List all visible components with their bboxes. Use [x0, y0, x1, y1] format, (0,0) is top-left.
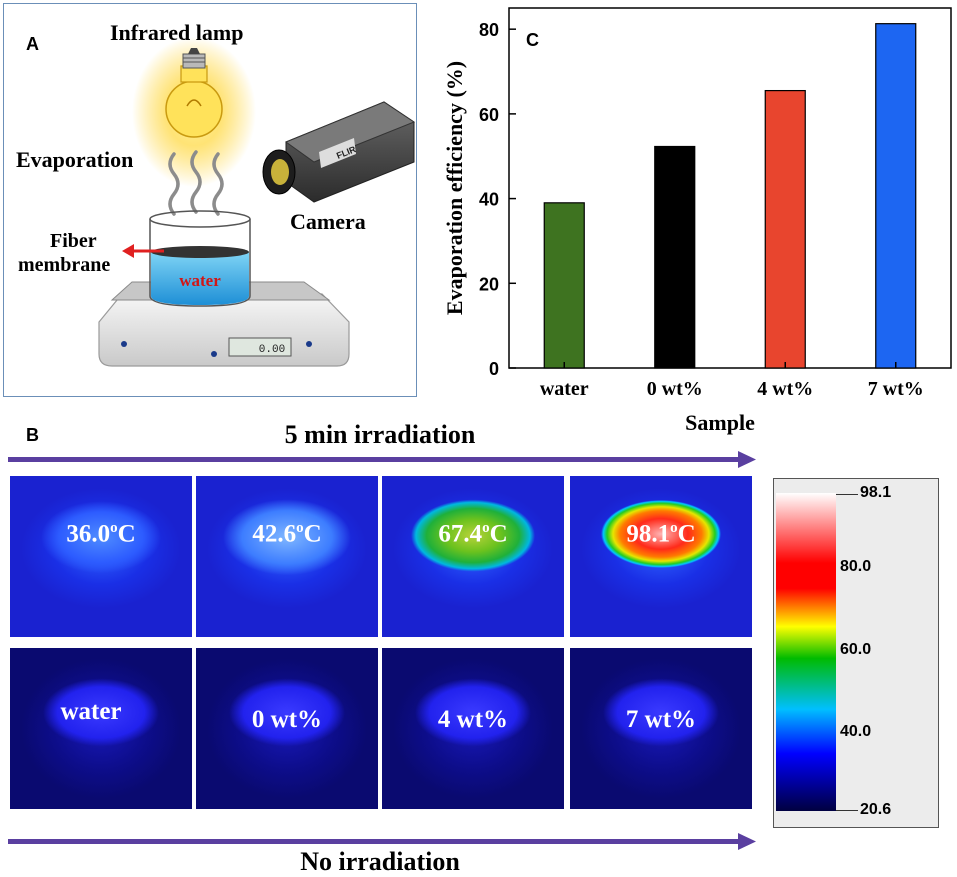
thermal-image-no-irradiation-1: water [10, 648, 192, 809]
bottom-arrow-label: No irradiation [0, 847, 760, 877]
colorbar-tick-80: 80.0 [840, 558, 871, 576]
top-irradiation-arrow [8, 450, 758, 468]
bar-3 [765, 91, 805, 368]
membrane-label: membrane [18, 254, 110, 277]
colorbar-max-line [836, 494, 858, 495]
colorbar-min-label: 20.6 [860, 801, 891, 819]
y-tick-label: 20 [479, 274, 499, 294]
fiber-label: Fiber [50, 230, 97, 253]
sample-label: 4 wt% [382, 706, 564, 734]
top-arrow-label: 5 min irradiation [0, 420, 760, 450]
thermal-image-no-irradiation-2: 0 wt% [196, 648, 378, 809]
evaporation-efficiency-chart: C Evaporation efficiency (%) Sample 0204… [420, 0, 957, 440]
colorbar-max-label: 98.1 [860, 484, 891, 502]
evaporation-label: Evaporation [16, 147, 133, 173]
degree-symbol: o [670, 520, 678, 536]
thermal-image-irradiated-1: 36.0oC [10, 476, 192, 637]
bar-1 [544, 203, 584, 368]
panel-a-setup-illustration: A [3, 3, 417, 397]
temperature-unit: C [118, 520, 136, 547]
y-tick-label: 40 [479, 190, 499, 210]
y-tick-label: 80 [479, 20, 499, 40]
thermal-image-irradiated-3: 67.4oC [382, 476, 564, 637]
y-tick-label: 0 [489, 359, 499, 379]
setup-drawing: 0.00 water FLIR [4, 4, 416, 396]
x-tick-label: 0 wt% [647, 378, 703, 400]
fiber-membrane-disc [151, 246, 249, 258]
colorbar-tick-40: 40.0 [840, 723, 871, 741]
peak-temperature-label: 67.4oC [382, 520, 564, 548]
balance-readout: 0.00 [259, 344, 285, 356]
temperature-unit: C [304, 520, 322, 547]
panel-c-label: C [526, 30, 539, 50]
peak-temperature-label: 36.0oC [10, 520, 192, 548]
peak-temperature-value: 36.0 [66, 520, 110, 547]
x-tick-label: 7 wt% [868, 378, 924, 400]
peak-temperature-value: 42.6 [252, 520, 296, 547]
bar-2 [655, 146, 695, 368]
temperature-unit: C [678, 520, 696, 547]
x-tick-label: water [540, 378, 589, 400]
peak-temperature-label: 42.6oC [196, 520, 378, 548]
degree-symbol: o [482, 520, 490, 536]
infrared-lamp-label: Infrared lamp [110, 20, 243, 46]
temperature-colorbar [776, 493, 836, 811]
thermal-image-irradiated-2: 42.6oC [196, 476, 378, 637]
y-tick-label: 60 [479, 105, 499, 125]
degree-symbol: o [110, 520, 118, 536]
colorbar-tick-60: 60.0 [840, 641, 871, 659]
peak-temperature-value: 98.1 [626, 520, 670, 547]
x-tick-label: 4 wt% [757, 378, 813, 400]
thermal-image-no-irradiation-4: 7 wt% [570, 648, 752, 809]
temperature-colorbar-panel: 98.1 80.0 60.0 40.0 20.6 [773, 478, 939, 828]
peak-temperature-label: 98.1oC [570, 520, 752, 548]
temperature-unit: C [490, 520, 508, 547]
colorbar-min-line [836, 810, 858, 811]
thermal-image-no-irradiation-3: 4 wt% [382, 648, 564, 809]
beaker-icon [150, 211, 250, 306]
thermal-image-irradiated-4: 98.1oC [570, 476, 752, 637]
sample-label: 7 wt% [570, 706, 752, 734]
camera-label: Camera [290, 209, 366, 235]
water-label: water [179, 271, 221, 290]
peak-temperature-value: 67.4 [438, 520, 482, 547]
degree-symbol: o [296, 520, 304, 536]
bar-4 [876, 24, 916, 368]
sample-label: 0 wt% [196, 706, 378, 734]
sample-label: water [10, 698, 192, 726]
y-axis-label: Evaporation efficiency (%) [442, 61, 467, 315]
